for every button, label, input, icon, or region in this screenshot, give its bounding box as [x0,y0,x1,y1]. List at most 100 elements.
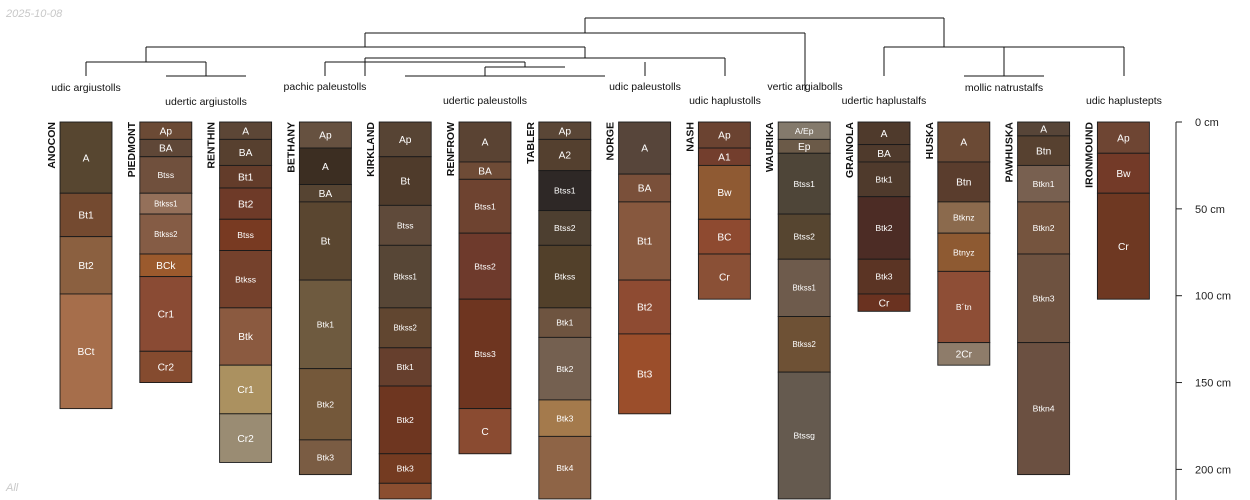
horizon-bt3 [618,333,672,415]
horizon-ba [618,173,672,203]
horizon-label: Btk2 [556,364,573,374]
horizon-label: A [960,138,967,149]
horizon-label: Bw [1116,169,1131,180]
horizon-label: B´tn [956,302,972,312]
horizon-label: Btss1 [474,201,496,211]
horizon-btkn1 [1017,164,1071,203]
horizon-label: Btss [237,230,254,240]
group-label: mollic natrustalfs [965,82,1043,94]
horizon-btkss2 [777,316,831,373]
horizon-label: Btk1 [556,318,573,328]
horizon-btss2 [458,232,512,300]
horizon-label: Btkn2 [1033,223,1055,233]
horizon-label: Btkn4 [1033,404,1055,414]
horizon-label: Bt [321,237,331,248]
horizon-label: Ap [559,126,572,137]
horizon-label: Btkss2 [393,324,416,333]
horizon-label: 2Cr [956,350,973,361]
horizon-label: Cr2 [237,434,254,445]
horizon-label: Btk3 [397,464,414,474]
horizon-label: BA [478,166,492,177]
horizon-label: Btknz [953,213,975,223]
horizon-label: Btk4 [556,463,573,473]
horizon-a [618,121,672,175]
profile-name: GRAINOLA [844,122,856,178]
horizon-label: Bt1 [637,237,653,248]
horizon-label: A [1040,125,1047,136]
date-label: 2025-10-08 [6,8,63,20]
profile-huska: HUSKA A Btn Btknz Btnyz B´tn 2Cr [924,121,991,366]
horizon-btn [1017,135,1071,166]
profile-pawhuska: PAWHUSKA A Btn Btkn1 Btkn2 Btkn3 Btkn4 [1004,121,1071,476]
horizon-label: Ap [399,135,412,146]
profile-name: ANOCON [46,122,58,169]
horizon-cr [857,293,911,312]
horizon-a [937,121,991,163]
group-label: udertic haplustalfs [842,95,927,107]
horizon-c [458,408,512,455]
horizon-label: Bt1 [238,172,254,183]
horizon-a2 [538,138,592,172]
horizon-label: Btk3 [556,413,573,423]
horizon-btkss [538,244,592,309]
horizon-label: Btn [956,178,971,189]
profile-name: WAURIKA [764,122,776,173]
horizon-cr1 [139,276,193,352]
profile-name: TABLER [525,122,537,164]
profile-name: KIRKLAND [365,122,377,177]
horizon-label: Btss2 [554,223,576,233]
depth-tick-label: 150 cm [1195,378,1231,390]
horizon-btkn3 [1017,253,1071,344]
profile-anocon: ANOCON A Bt1 Bt2 BCt [46,121,113,410]
horizon-label: Cr [1118,242,1129,253]
horizon-btkss1 [777,258,831,317]
profile-renthin: RENTHIN A BA Bt1 Bt2 Btss Btkss Btk Cr1 Cr2 [206,121,273,463]
profile-bethany: BETHANY Ap A BA Bt Btk1 Btk2 Btk3 [285,121,352,476]
horizon-label: Btk2 [317,399,334,409]
horizon-label: Cr1 [158,310,175,321]
horizon-label: Ep [798,142,811,153]
profile-name: PIEDMONT [126,121,138,177]
horizon-label: BCt [78,347,95,358]
horizon-label: Btk1 [875,174,892,184]
horizon-label: BCk [156,261,176,272]
horizon-label: Btkss1 [393,272,416,281]
horizon-ap [697,121,751,149]
horizon-label: Btss1 [554,186,576,196]
profile-name: IRONMOUND [1083,122,1095,188]
horizon-label: Btk1 [397,362,414,372]
horizon-btssg [777,371,831,500]
group-label: udic argiustolls [51,82,120,94]
horizon-btk2 [298,368,352,441]
horizon-btknz [937,201,991,234]
horizon-btkss2 [378,307,432,349]
horizon-label: Btkss1 [154,199,177,208]
horizon-label: A1 [718,152,731,163]
horizon-label: A2 [559,151,572,162]
group-label: udertic paleustolls [443,95,527,107]
horizon-label: Bt [400,177,410,188]
profile-name: HUSKA [924,122,936,160]
horizon-label: Btkss2 [154,230,177,239]
horizon-label: Btk1 [317,319,334,329]
horizon-label: A/Ep [795,126,814,136]
horizon-btss1 [777,152,831,215]
horizon-label: Bt2 [78,261,94,272]
horizon-a [59,121,113,194]
profile-kirkland: KIRKLAND Ap Bt Btss Btkss1 Btkss2 Btk1 Btk2 Btk3 [365,121,432,500]
horizon-label: Btss [157,170,174,180]
horizon-label: Btss2 [793,232,815,242]
profile-waurika: WAURIKA A/Ep Ep Btss1 Btss2 Btkss1 Btkss2 Btssg [764,121,831,500]
profile-name: PAWHUSKA [1004,122,1016,183]
horizon-unnamed [378,482,432,500]
horizon-label: Ap [718,131,731,142]
profile-name: RENTHIN [206,122,218,169]
horizon-btss1 [458,178,512,234]
horizon-label: A [322,162,329,173]
group-label: udic haplustepts [1086,95,1162,107]
depth-tick-label: 200 cm [1195,464,1231,476]
horizon-label: BA [638,184,652,195]
horizon-b´tn [937,270,991,344]
profile-grainola: GRAINOLA A BA Btk1 Btk2 Btk3 Cr [844,121,911,312]
group-label: udic haplustolls [689,95,761,107]
